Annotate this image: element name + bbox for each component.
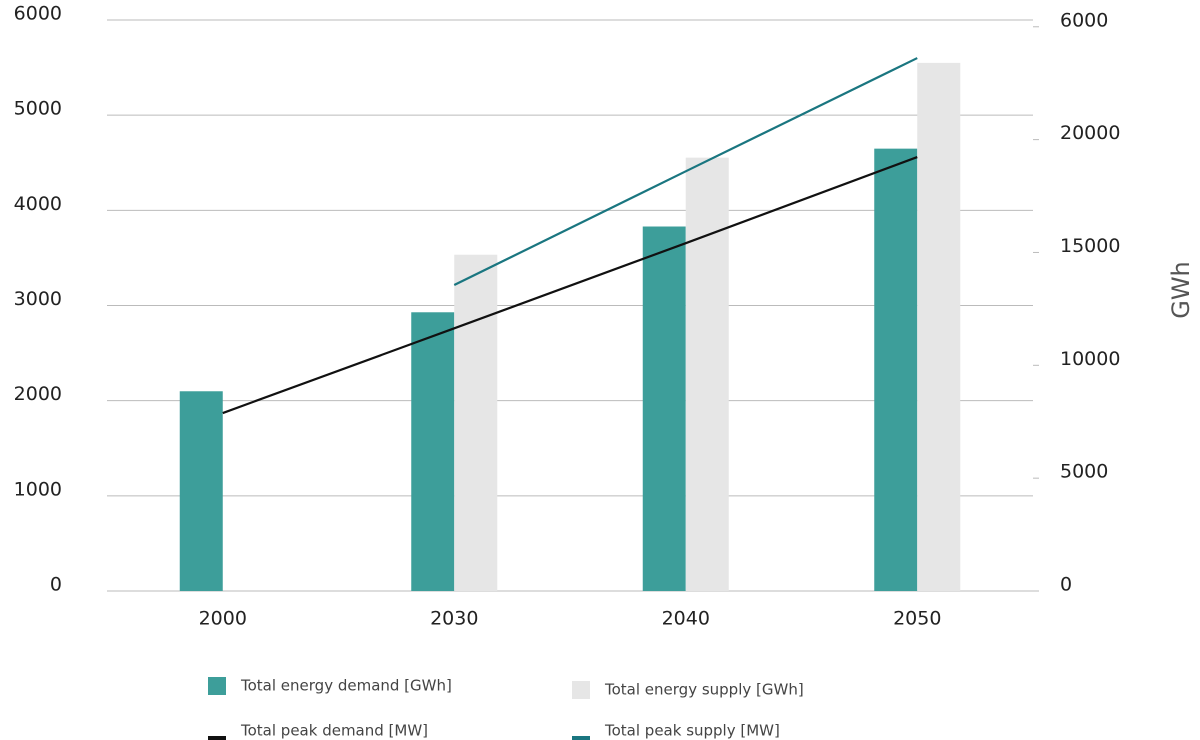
x-tick-label: 2040 <box>662 608 710 630</box>
legend-marker <box>572 681 590 699</box>
bar <box>642 226 686 591</box>
line <box>453 57 918 287</box>
y2-tick-label: 5000 <box>1060 461 1108 483</box>
bar <box>874 148 918 591</box>
x-tick-label: 2050 <box>893 608 941 630</box>
x-tick-label: 2030 <box>430 608 478 630</box>
y-tick-label: 0 <box>50 574 62 596</box>
y-tick-label: 6000 <box>14 3 62 25</box>
bar <box>917 62 961 592</box>
legend-marker <box>208 677 226 695</box>
line <box>222 156 918 415</box>
y-tick-label: 3000 <box>14 288 62 310</box>
bar <box>685 157 729 591</box>
y2-tick-label: 15000 <box>1060 235 1120 257</box>
y-tick-label: 1000 <box>14 478 62 500</box>
legend-label: Total energy supply [GWh] <box>604 681 804 699</box>
y-tick-label: 2000 <box>14 383 62 405</box>
bar <box>411 312 455 591</box>
y2-tick-label: 10000 <box>1060 348 1120 370</box>
legend-marker <box>208 736 226 740</box>
x-tick-label: 2000 <box>199 608 247 630</box>
y-tick-label: 5000 <box>14 98 62 120</box>
legend-label: Total peak supply [MW] <box>604 722 780 740</box>
y2-tick-label: 0 <box>1060 574 1072 596</box>
bar <box>179 391 223 591</box>
legend-marker <box>572 736 590 740</box>
legend-label: Total peak demand [MW] <box>240 722 428 740</box>
bar <box>454 254 498 591</box>
y2-tick-label: 20000 <box>1060 122 1120 144</box>
y2-axis-label: GWh <box>1167 261 1195 319</box>
y-tick-label: 4000 <box>14 193 62 215</box>
legend-label: Total energy demand [GWh] <box>240 677 452 695</box>
y2-tick-label: 6000 <box>1060 9 1108 31</box>
